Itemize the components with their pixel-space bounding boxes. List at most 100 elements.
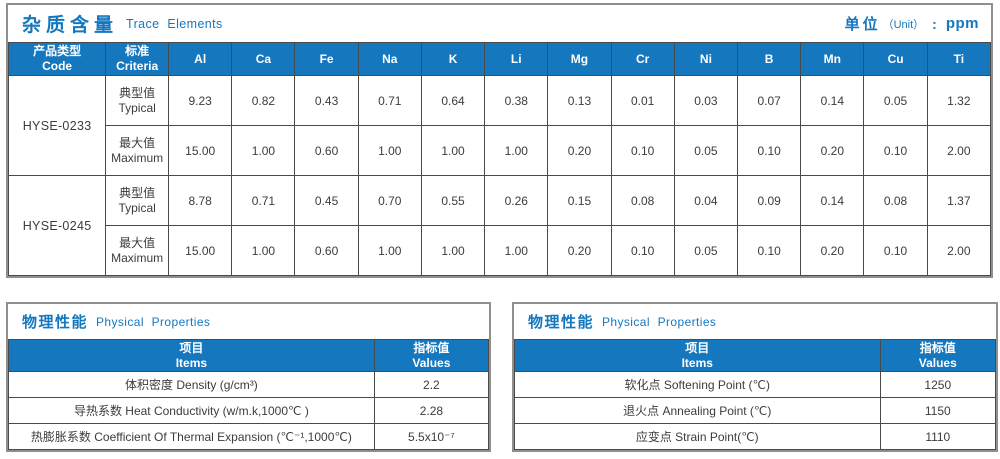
- value-cell-mn: 0.20: [800, 225, 865, 276]
- property-item-cell: 退火点 Annealing Point (℃): [514, 397, 881, 424]
- value-cell-li: 1.00: [484, 225, 549, 276]
- col-header-values-en: Values: [918, 355, 957, 370]
- element-col-header-ni: Ni: [673, 42, 739, 76]
- value-cell-cu: 0.10: [863, 125, 928, 176]
- value-cell-ni: 0.03: [673, 75, 739, 126]
- value-cell-ca: 0.82: [231, 75, 296, 126]
- criteria-cell: 典型值 Typical: [105, 75, 170, 126]
- trace-data-row: HYSE-0245 典型值 Typical 8.78 0.71 0.45 0.70 0.55 0…: [7, 175, 992, 276]
- criteria-label-en: Maximum: [111, 250, 164, 265]
- value-cell-fe: 0.60: [294, 125, 359, 176]
- element-col-header-b: B: [737, 42, 802, 76]
- criteria-label-zh: 典型值: [119, 85, 156, 100]
- value-cell-fe: 0.45: [294, 175, 359, 226]
- criteria-label-zh: 最大值: [119, 235, 156, 250]
- trace-elements-panel: 杂质含量 Trace Elements 单位 （Unit） : ppm 产品类型…: [6, 3, 993, 278]
- criteria-label-en: Typical: [118, 100, 156, 115]
- col-header-values-zh: 指标值: [413, 340, 450, 355]
- col-header-criteria-zh: 标准: [125, 44, 150, 58]
- physical-right-title-zh: 物理性能: [528, 314, 595, 331]
- value-cell-ti: 1.32: [926, 75, 992, 126]
- criteria-cell: 最大值 Maximum: [105, 225, 170, 276]
- value-cell-cr: 0.01: [610, 75, 675, 126]
- element-col-header-mn: Mn: [800, 42, 865, 76]
- criteria-cell: 最大值 Maximum: [105, 125, 170, 176]
- physical-property-row: 软化点 Softening Point (℃) 1250: [514, 371, 997, 398]
- element-col-header-li: Li: [484, 42, 549, 76]
- criteria-cell: 典型值 Typical: [105, 175, 170, 226]
- element-col-header-ca: Ca: [231, 42, 296, 76]
- product-code-cell: HYSE-0245: [7, 175, 107, 276]
- value-cell-li: 0.38: [484, 75, 549, 126]
- physical-left-title-en: Physical Properties: [96, 314, 211, 329]
- element-col-header-k: K: [420, 42, 486, 76]
- col-header-values-en: Values: [412, 355, 451, 370]
- physical-property-row: 导热系数 Heat Conductivity (w/m.k,1000℃ ) 2.2…: [8, 397, 490, 424]
- physical-right-header-row: 项目 Items 指标值 Values: [514, 339, 997, 372]
- physical-left-title-zh: 物理性能: [22, 314, 89, 331]
- physical-right-title-en: Physical Properties: [602, 314, 717, 329]
- value-cell-b: 0.07: [737, 75, 802, 126]
- value-cell-mn: 0.14: [800, 75, 865, 126]
- value-cell-fe: 0.43: [294, 75, 359, 126]
- value-cell-ca: 1.00: [231, 125, 296, 176]
- element-col-header-cr: Cr: [610, 42, 675, 76]
- value-cell-fe: 0.60: [294, 225, 359, 276]
- value-cell-mn: 0.14: [800, 175, 865, 226]
- value-cell-na: 1.00: [357, 225, 422, 276]
- product-code-cell: HYSE-0233: [7, 75, 107, 176]
- element-col-header-mg: Mg: [547, 42, 612, 76]
- col-header-product-code: 产品类型 Code: [7, 42, 107, 76]
- physical-property-row: 体积密度 Density (g/cm³) 2.2: [8, 371, 490, 398]
- value-cell-ni: 0.05: [673, 225, 739, 276]
- physical-properties-table-left: 项目 Items 指标值 Values 体积密度 Density (g/cm³)…: [8, 339, 490, 450]
- physical-property-row: 应变点 Strain Point(℃) 1110: [514, 423, 997, 450]
- value-cell-cr: 0.10: [610, 225, 675, 276]
- unit-paren: （Unit）: [882, 18, 925, 31]
- property-item-cell: 热膨胀系数 Coefficient Of Thermal Expansion (…: [8, 423, 375, 450]
- value-cell-ti: 1.37: [926, 175, 992, 226]
- property-item-cell: 应变点 Strain Point(℃): [514, 423, 881, 450]
- value-cell-ti: 2.00: [926, 125, 992, 176]
- value-cell-na: 0.70: [357, 175, 422, 226]
- col-header-criteria-en: Criteria: [116, 59, 159, 73]
- property-value-cell: 5.5x10⁻⁷: [373, 423, 490, 450]
- element-col-header-na: Na: [357, 42, 422, 76]
- col-header-items: 项目 Items: [514, 339, 881, 372]
- property-item-cell: 体积密度 Density (g/cm³): [8, 371, 375, 398]
- unit-label: 单位: [844, 16, 881, 33]
- element-col-header-ti: Ti: [926, 42, 992, 76]
- col-header-items-zh: 项目: [685, 340, 710, 355]
- value-cell-na: 1.00: [357, 125, 422, 176]
- value-cell-cu: 0.10: [863, 225, 928, 276]
- physical-properties-panel-right: 物理性能 Physical Properties 项目 Items 指标值 Va…: [512, 302, 998, 452]
- criteria-label-zh: 典型值: [119, 185, 156, 200]
- col-header-items-en: Items: [681, 355, 713, 370]
- element-col-header-fe: Fe: [294, 42, 359, 76]
- value-cell-b: 0.09: [737, 175, 802, 226]
- value-cell-ni: 0.05: [673, 125, 739, 176]
- col-header-items-en: Items: [175, 355, 208, 370]
- physical-left-title-bar: 物理性能 Physical Properties: [8, 304, 489, 339]
- trace-data-row: 最大值 Maximum 15.00 1.00 0.60 1.00 1.00 1.00 0.20 0…: [9, 125, 992, 176]
- physical-right-title-bar: 物理性能 Physical Properties: [514, 304, 996, 339]
- criteria-label-zh: 最大值: [119, 135, 156, 150]
- value-cell-b: 0.10: [737, 225, 802, 276]
- value-cell-mn: 0.20: [800, 125, 865, 176]
- property-value-cell: 1110: [879, 423, 997, 450]
- property-item-cell: 导热系数 Heat Conductivity (w/m.k,1000℃ ): [8, 397, 375, 424]
- criteria-label-en: Maximum: [111, 150, 164, 165]
- value-cell-al: 15.00: [168, 125, 233, 176]
- trace-elements-table: 产品类型 Code 标准 Criteria Al Ca Fe Na K Li Mg Cr Ni B…: [7, 42, 992, 276]
- col-header-values-zh: 指标值: [919, 340, 956, 355]
- col-header-values: 指标值 Values: [879, 339, 997, 372]
- value-cell-ca: 1.00: [231, 225, 296, 276]
- col-header-code-zh: 产品类型: [33, 44, 82, 58]
- value-cell-b: 0.10: [737, 125, 802, 176]
- value-cell-k: 1.00: [420, 125, 486, 176]
- value-cell-cr: 0.10: [610, 125, 675, 176]
- value-cell-li: 1.00: [484, 125, 549, 176]
- value-cell-al: 8.78: [168, 175, 233, 226]
- value-cell-ca: 0.71: [231, 175, 296, 226]
- element-col-header-al: Al: [168, 42, 233, 76]
